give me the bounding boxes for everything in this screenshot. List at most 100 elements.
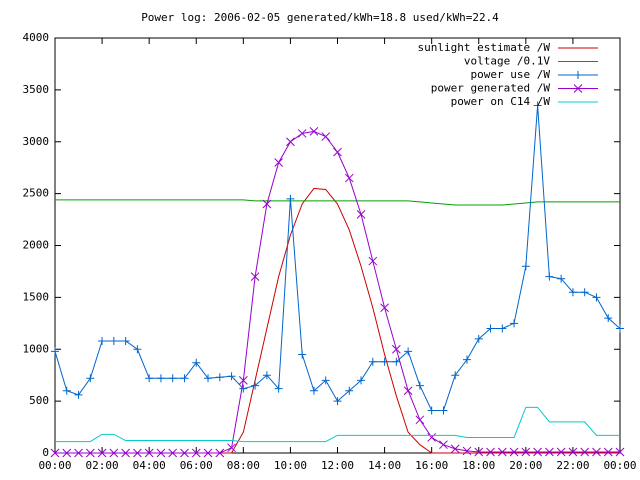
marker [215,448,225,458]
marker [62,386,71,395]
x-tick-label: 02:00 [86,459,119,472]
marker [227,443,236,453]
x-tick-label: 00:00 [38,459,71,472]
marker [345,386,354,395]
x-tick-label: 10:00 [274,459,307,472]
marker [156,374,165,383]
marker [333,397,342,406]
x-tick-label: 00:00 [603,459,636,472]
y-tick-label: 500 [29,394,49,407]
marker [74,390,83,399]
marker [462,355,471,364]
marker [156,448,166,458]
marker [592,293,601,302]
y-tick-label: 3500 [23,83,50,96]
marker [474,447,484,457]
marker [180,448,189,458]
y-tick-label: 2000 [23,239,50,252]
chart-title: Power log: 2006-02-05 generated/kWh=18.8… [141,11,499,24]
marker [274,158,283,167]
legend-label: power use /W [471,68,551,81]
marker [380,303,389,313]
marker [356,210,366,219]
series-line [55,406,620,443]
y-tick-label: 3000 [23,135,50,148]
marker [215,373,224,382]
y-tick-label: 2500 [23,187,50,200]
marker [616,324,624,333]
legend-label: power on C14 /W [451,95,551,108]
marker [274,384,283,393]
marker [615,447,625,457]
marker [133,448,142,458]
marker [486,324,495,333]
marker [192,358,201,367]
marker [86,374,95,383]
marker [286,194,295,203]
marker [568,447,578,457]
marker [580,447,590,457]
marker [474,334,483,343]
marker [204,374,213,383]
marker [533,101,542,110]
marker [404,347,413,356]
x-tick-label: 04:00 [133,459,166,472]
marker [321,376,330,385]
marker [533,447,542,457]
marker [545,272,554,281]
marker [427,406,436,415]
marker [439,406,448,415]
y-tick-label: 1500 [23,290,50,303]
marker [603,447,613,457]
marker [321,132,331,141]
marker [368,357,377,366]
marker [251,381,260,390]
marker [180,374,189,383]
marker [250,272,260,281]
marker [298,350,307,359]
x-tick-label: 06:00 [180,459,213,472]
marker [239,384,248,393]
marker [392,357,401,366]
legend-label: power generated /W [431,82,551,95]
marker [498,324,507,333]
marker [462,446,472,456]
marker [109,448,119,458]
marker [145,374,154,383]
marker [238,376,248,385]
marker [297,129,307,138]
marker [144,448,154,458]
marker [521,262,530,271]
marker [74,448,83,458]
x-tick-label: 14:00 [368,459,401,472]
marker [85,448,95,458]
x-tick-label: 08:00 [227,459,260,472]
marker [109,336,118,345]
marker [545,447,554,457]
marker [497,447,507,457]
marker [51,347,59,356]
x-tick-label: 18:00 [462,459,495,472]
marker [203,448,213,458]
marker [62,448,72,458]
x-tick-label: 16:00 [415,459,448,472]
marker [262,199,272,209]
series-line [55,199,620,206]
marker [568,288,577,297]
marker [403,386,413,396]
marker [557,274,566,283]
marker [168,448,178,458]
x-tick-label: 12:00 [321,459,354,472]
marker [227,372,236,381]
marker [573,84,583,93]
marker [556,447,566,457]
legend-label: voltage /0.1V [464,55,550,68]
marker [510,319,519,328]
marker [368,256,378,266]
marker [133,345,142,354]
marker [509,447,519,457]
marker [97,448,107,458]
marker [357,376,366,385]
